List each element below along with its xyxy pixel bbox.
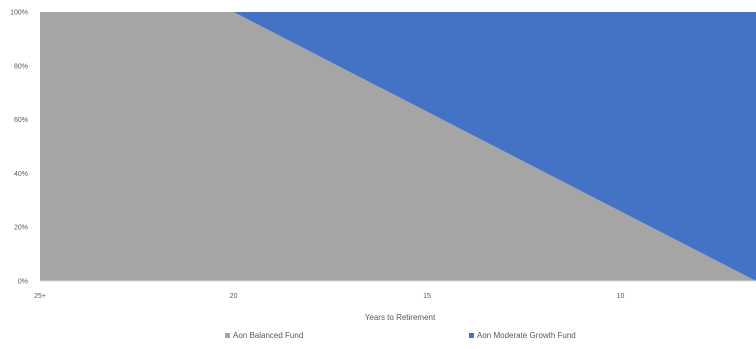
y-tick-label: 20% [14,225,28,232]
area-aon-balanced-fund [40,12,756,281]
area-aon-moderate-growth-fund [40,12,756,281]
legend-item-aon-moderate-growth-fund[interactable]: Aon Moderate Growth Fund [469,331,576,340]
legend: Aon Balanced Fund Aon Moderate Growth Fu… [225,331,576,340]
x-tick-label: 15 [423,293,431,300]
y-axis: 0% 20% 40% 60% 80% 100% [10,10,28,286]
legend-swatch-aon-balanced-fund [225,333,230,338]
x-tick-label: 20 [230,293,238,300]
plot-area [40,12,756,281]
x-axis: 25+ 20 15 10 [34,280,756,300]
legend-item-aon-balanced-fund[interactable]: Aon Balanced Fund [225,331,303,340]
x-tick-label: 25+ [34,293,46,300]
y-tick-label: 60% [14,117,28,124]
legend-label-aon-moderate-growth-fund: Aon Moderate Growth Fund [477,331,576,340]
y-tick-label: 100% [10,10,28,17]
y-tick-label: 40% [14,171,28,178]
x-tick-label: 10 [617,293,625,300]
y-tick-label: 0% [18,279,28,286]
legend-label-aon-balanced-fund: Aon Balanced Fund [233,331,303,340]
x-axis-title: Years to Retirement [365,313,436,322]
y-tick-label: 80% [14,63,28,70]
legend-swatch-aon-moderate-growth-fund [469,333,474,338]
